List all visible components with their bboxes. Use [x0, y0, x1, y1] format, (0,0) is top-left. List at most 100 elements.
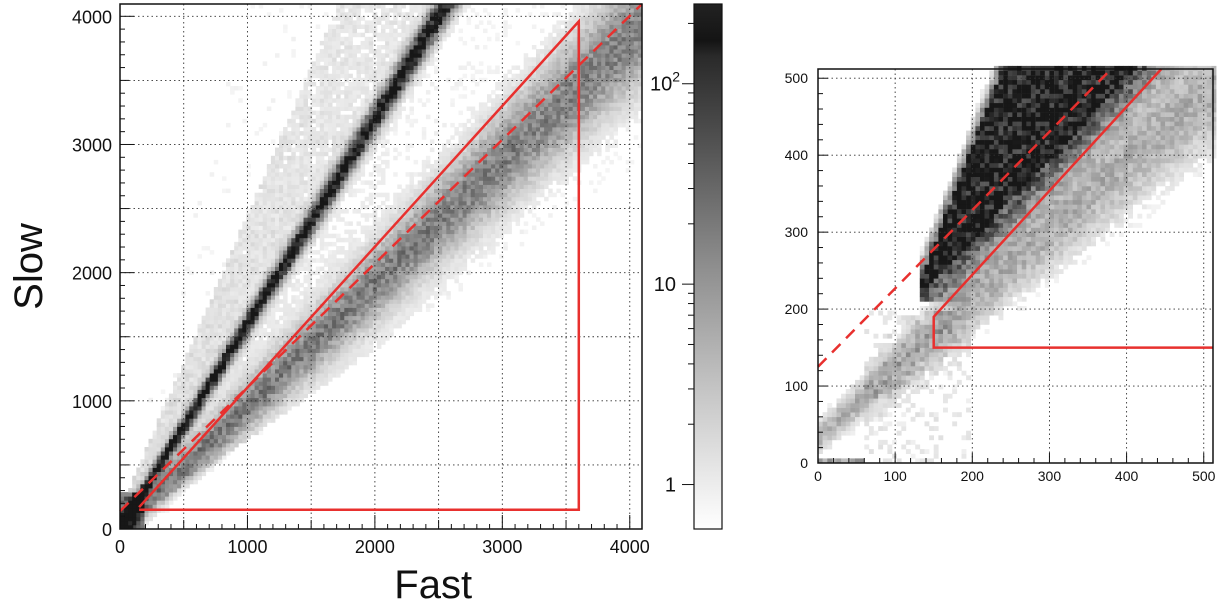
heatmap-cell: [213, 364, 219, 370]
heatmap-cell: [356, 65, 361, 70]
heatmap-cell: [405, 57, 410, 62]
heatmap-cell: [311, 164, 317, 169]
heatmap-cell: [425, 28, 431, 34]
heatmap-cell: [336, 291, 341, 296]
heatmap-cell: [328, 282, 333, 288]
heatmap-cell: [356, 188, 361, 194]
heatmap-cell: [393, 81, 398, 87]
heatmap-cell: [279, 250, 284, 255]
heatmap-cell: [466, 209, 472, 214]
heatmap-cell: [478, 262, 484, 267]
heatmap-cell: [332, 127, 337, 132]
heatmap-cell: [507, 90, 512, 95]
heatmap-cell: [458, 192, 463, 198]
heatmap-cell: [275, 344, 280, 349]
heatmap-cell: [458, 135, 463, 140]
heatmap-cell: [425, 192, 431, 198]
heatmap-cell: [446, 246, 451, 251]
heatmap-cell: [299, 311, 304, 317]
heatmap-cell: [323, 90, 329, 95]
heatmap-cell: [336, 213, 341, 218]
heatmap-cell: [446, 28, 451, 34]
heatmap-cell: [397, 20, 402, 25]
heatmap-cell: [364, 118, 370, 124]
heatmap-cell: [511, 200, 516, 206]
heatmap-cell: [328, 307, 333, 312]
heatmap-cell: [332, 287, 337, 292]
heatmap-cell: [413, 258, 419, 263]
heatmap-cell: [385, 221, 390, 226]
heatmap-cell: [262, 303, 268, 308]
heatmap-cell: [181, 418, 186, 423]
heatmap-cell: [209, 393, 215, 399]
heatmap-cell: [393, 8, 398, 13]
heatmap-cell: [222, 393, 227, 399]
heatmap-cell: [311, 168, 317, 173]
heatmap-cell: [287, 250, 292, 255]
heatmap-cell: [409, 28, 414, 34]
heatmap-cell: [474, 217, 480, 222]
heatmap-cell: [352, 8, 357, 13]
heatmap-cell: [323, 180, 329, 185]
heatmap-cell: [295, 295, 300, 300]
heatmap-cell: [409, 180, 414, 185]
heatmap-cell: [323, 282, 329, 288]
heatmap-cell: [417, 32, 423, 38]
heatmap-cell: [156, 455, 162, 460]
heatmap-cell: [287, 406, 292, 411]
heatmap-cell: [483, 147, 488, 153]
heatmap-cell: [507, 168, 512, 173]
heatmap-cell: [270, 274, 276, 280]
heatmap-cell: [397, 233, 402, 239]
heatmap-cell: [487, 69, 492, 75]
heatmap-cell: [287, 336, 292, 341]
heatmap-cell: [246, 418, 251, 423]
heatmap-cell: [275, 356, 280, 362]
heatmap-cell: [156, 471, 162, 477]
heatmap-cell: [319, 360, 325, 366]
heatmap-cell: [503, 135, 508, 140]
heatmap-cell: [376, 106, 382, 111]
heatmap-cell: [209, 299, 215, 304]
heatmap-cell: [270, 209, 276, 214]
heatmap-cell: [360, 213, 366, 218]
heatmap-cell: [438, 4, 443, 9]
heatmap-cell: [356, 287, 361, 292]
heatmap-cell: [401, 53, 406, 58]
heatmap-cell: [222, 311, 227, 317]
heatmap-cell: [360, 110, 366, 116]
heatmap-cell: [385, 110, 390, 116]
heatmap-cell: [421, 258, 427, 263]
heatmap-cell: [311, 98, 317, 103]
heatmap-cell: [238, 229, 243, 235]
heatmap-cell: [372, 278, 378, 284]
heatmap-cell: [250, 364, 255, 370]
heatmap-cell: [287, 266, 292, 271]
heatmap-cell: [303, 122, 308, 128]
heatmap-cell: [511, 110, 516, 116]
heatmap-cell: [413, 229, 419, 235]
heatmap-cell: [323, 77, 329, 83]
heatmap-cell: [266, 176, 272, 181]
heatmap-cell: [319, 65, 325, 70]
heatmap-cell: [360, 254, 366, 259]
heatmap-cell: [291, 360, 296, 366]
heatmap-cell: [364, 114, 370, 120]
heatmap-cell: [356, 12, 361, 17]
heatmap-cell: [364, 340, 370, 345]
heatmap-cell: [258, 418, 264, 423]
heatmap-cell: [275, 147, 280, 153]
heatmap-cell: [311, 205, 317, 210]
heatmap-cell: [323, 270, 329, 276]
heatmap-cell: [287, 225, 292, 230]
heatmap-cell: [401, 57, 406, 62]
heatmap-cell: [356, 32, 361, 38]
heatmap-cell: [499, 176, 504, 181]
heatmap-cell: [266, 348, 272, 353]
heatmap-cell: [487, 237, 492, 243]
heatmap-cell: [250, 344, 255, 349]
heatmap-cell: [291, 192, 296, 198]
heatmap-cell: [205, 332, 211, 337]
heatmap-cell: [511, 73, 516, 79]
heatmap-cell: [319, 127, 325, 132]
